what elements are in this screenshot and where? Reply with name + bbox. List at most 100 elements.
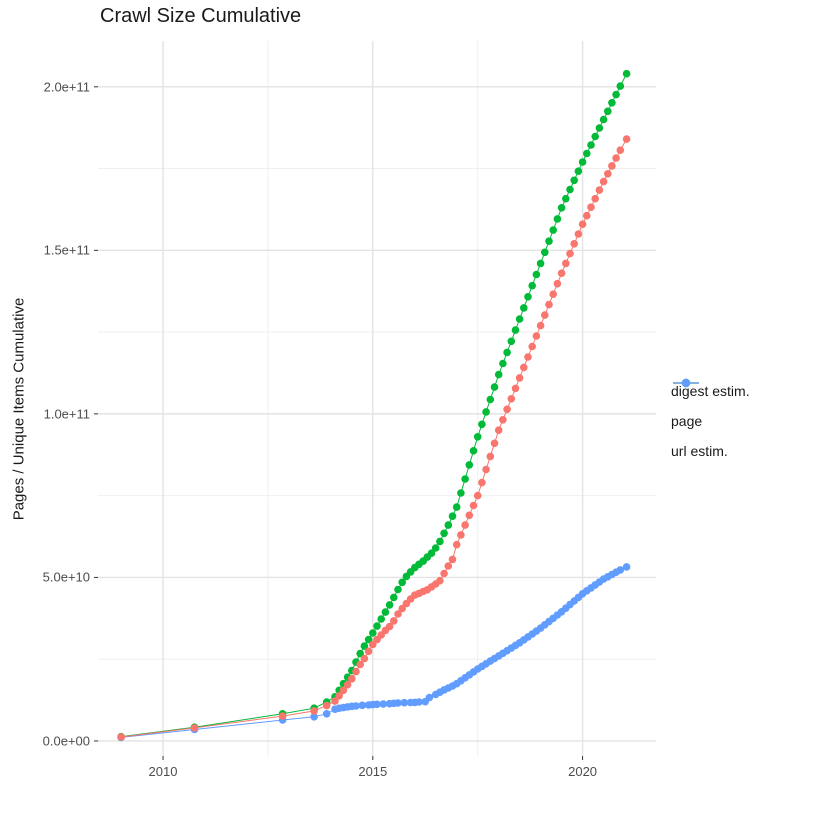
x-tick-label: 2015 bbox=[358, 764, 388, 779]
data-point bbox=[574, 230, 583, 238]
data-point bbox=[486, 395, 495, 404]
data-point bbox=[566, 185, 574, 194]
data-point bbox=[549, 226, 557, 234]
data-point bbox=[379, 700, 388, 708]
data-point bbox=[599, 177, 608, 186]
data-point bbox=[515, 374, 524, 382]
data-point bbox=[545, 237, 553, 245]
data-point bbox=[541, 248, 549, 257]
legend-item-label: digest estim. bbox=[671, 383, 750, 399]
data-point bbox=[310, 713, 318, 721]
data-point bbox=[553, 279, 562, 288]
data-point bbox=[469, 447, 478, 455]
data-point bbox=[583, 211, 591, 220]
data-point bbox=[360, 654, 369, 663]
series-url-estim bbox=[117, 563, 631, 742]
data-point bbox=[465, 511, 474, 520]
data-point bbox=[622, 135, 631, 143]
data-point bbox=[503, 405, 511, 414]
data-point bbox=[436, 537, 444, 546]
y-tick-label: 5.0e+10 bbox=[42, 569, 90, 585]
data-point bbox=[322, 710, 331, 718]
data-point bbox=[390, 617, 398, 625]
data-point bbox=[604, 170, 612, 178]
data-point bbox=[595, 124, 604, 132]
data-point bbox=[385, 601, 394, 609]
data-point bbox=[536, 321, 545, 330]
data-point bbox=[478, 478, 486, 487]
data-point bbox=[608, 99, 616, 107]
data-point bbox=[415, 698, 423, 706]
data-point bbox=[385, 622, 394, 631]
y-tick-label: 2.0e+11 bbox=[43, 79, 90, 95]
data-point bbox=[578, 220, 587, 228]
gridlines-major bbox=[98, 41, 656, 756]
legend-item-page: page bbox=[671, 378, 750, 436]
data-point bbox=[562, 194, 570, 203]
legend-item-url-estim: url estim. bbox=[671, 378, 750, 466]
data-point bbox=[469, 501, 478, 510]
data-point bbox=[482, 465, 490, 474]
y-tick-label: 1.0e+11 bbox=[43, 406, 90, 422]
y-axis-tick-labels: 0.0e+00 5.0e+10 1.0e+11 1.5e+11 2.0e+11 bbox=[0, 0, 90, 827]
data-point bbox=[490, 439, 499, 448]
data-point bbox=[465, 461, 474, 469]
data-point bbox=[482, 408, 490, 416]
data-point bbox=[536, 259, 545, 268]
data-point bbox=[570, 176, 578, 185]
data-point bbox=[528, 342, 536, 351]
data-point bbox=[604, 107, 612, 116]
data-point bbox=[570, 240, 578, 248]
data-point bbox=[520, 304, 528, 312]
data-point bbox=[490, 383, 499, 391]
data-point bbox=[461, 521, 469, 529]
data-point bbox=[381, 608, 390, 616]
data-point bbox=[511, 326, 520, 334]
data-point bbox=[452, 503, 461, 511]
legend-item-label: page bbox=[671, 413, 703, 429]
data-point bbox=[310, 707, 318, 715]
data-point bbox=[190, 724, 199, 732]
data-point bbox=[587, 141, 595, 149]
y-tick-label: 0.0e+00 bbox=[42, 733, 90, 749]
data-point bbox=[587, 203, 595, 211]
data-point bbox=[507, 395, 516, 403]
data-point bbox=[394, 610, 402, 618]
data-point bbox=[436, 576, 444, 585]
chart-title: Crawl Size Cumulative bbox=[100, 5, 302, 27]
data-point bbox=[322, 701, 331, 710]
data-point bbox=[622, 563, 631, 571]
series-digest-estim bbox=[117, 135, 631, 741]
data-point bbox=[612, 90, 620, 99]
legend: digest estim. page url estim. bbox=[671, 376, 750, 466]
data-point bbox=[360, 642, 369, 650]
data-point bbox=[528, 281, 536, 290]
data-point bbox=[608, 162, 616, 170]
data-point bbox=[394, 699, 402, 707]
data-point bbox=[524, 293, 532, 301]
data-point bbox=[532, 332, 541, 340]
data-point bbox=[591, 132, 599, 141]
data-point bbox=[473, 433, 482, 441]
data-point bbox=[622, 69, 631, 78]
data-point bbox=[557, 269, 566, 278]
data-point bbox=[448, 555, 457, 564]
data-point bbox=[364, 647, 373, 656]
x-axis-tick-labels: 2010 2015 2020 bbox=[0, 764, 826, 788]
data-point bbox=[499, 416, 507, 424]
data-point bbox=[473, 491, 482, 500]
legend-key-icon bbox=[673, 378, 699, 388]
data-point bbox=[358, 701, 367, 710]
data-point bbox=[427, 549, 436, 557]
data-point bbox=[578, 158, 587, 166]
data-point bbox=[452, 540, 461, 549]
data-point bbox=[507, 337, 516, 346]
data-point bbox=[348, 675, 356, 683]
data-point bbox=[520, 363, 528, 372]
data-point bbox=[557, 204, 566, 212]
data-point bbox=[425, 693, 434, 702]
data-point bbox=[352, 667, 360, 676]
data-point bbox=[562, 259, 570, 268]
